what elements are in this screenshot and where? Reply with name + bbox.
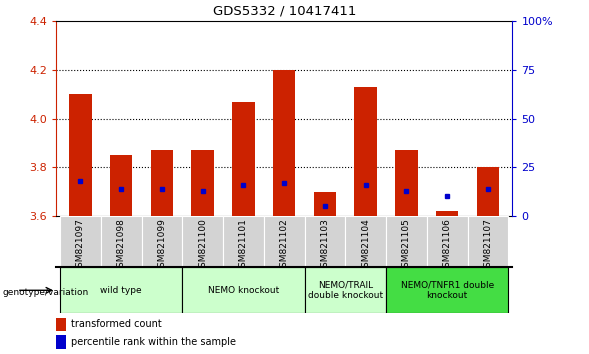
- Bar: [183, 267, 305, 313]
- Bar: [345, 216, 386, 267]
- Text: NEMO/TRAIL
double knockout: NEMO/TRAIL double knockout: [308, 281, 383, 300]
- Text: GSM821105: GSM821105: [402, 218, 411, 273]
- Text: wild type: wild type: [100, 286, 142, 295]
- Bar: [477, 167, 499, 216]
- Bar: [191, 150, 214, 216]
- Text: GSM821107: GSM821107: [484, 218, 492, 273]
- Text: transformed count: transformed count: [71, 319, 161, 329]
- Bar: [232, 102, 254, 216]
- Bar: [355, 87, 377, 216]
- Bar: [264, 216, 305, 267]
- Text: genotype/variation: genotype/variation: [3, 287, 89, 297]
- Bar: [141, 216, 183, 267]
- Bar: [101, 216, 141, 267]
- Bar: [427, 216, 468, 267]
- Text: GSM821097: GSM821097: [76, 218, 85, 273]
- Text: percentile rank within the sample: percentile rank within the sample: [71, 337, 236, 347]
- Bar: [386, 216, 427, 267]
- Bar: [305, 267, 386, 313]
- Text: GSM821101: GSM821101: [239, 218, 248, 273]
- Bar: [56, 318, 66, 331]
- Bar: [60, 267, 183, 313]
- Bar: [223, 216, 264, 267]
- Bar: [305, 216, 345, 267]
- Text: GSM821099: GSM821099: [157, 218, 167, 273]
- Text: GSM821104: GSM821104: [361, 218, 370, 273]
- Bar: [69, 94, 92, 216]
- Bar: [386, 267, 508, 313]
- Bar: [110, 155, 133, 216]
- Bar: [56, 335, 66, 349]
- Bar: [60, 216, 101, 267]
- Bar: [273, 70, 296, 216]
- Text: GSM821098: GSM821098: [117, 218, 125, 273]
- Title: GDS5332 / 10417411: GDS5332 / 10417411: [213, 4, 356, 17]
- Bar: [151, 150, 173, 216]
- Text: NEMO/TNFR1 double
knockout: NEMO/TNFR1 double knockout: [401, 281, 494, 300]
- Text: NEMO knockout: NEMO knockout: [208, 286, 279, 295]
- Text: GSM821106: GSM821106: [443, 218, 452, 273]
- Bar: [436, 211, 458, 216]
- Bar: [468, 216, 508, 267]
- Bar: [314, 192, 336, 216]
- Text: GSM821100: GSM821100: [198, 218, 207, 273]
- Text: GSM821102: GSM821102: [280, 218, 289, 273]
- Text: GSM821103: GSM821103: [320, 218, 329, 273]
- Bar: [183, 216, 223, 267]
- Bar: [395, 150, 418, 216]
